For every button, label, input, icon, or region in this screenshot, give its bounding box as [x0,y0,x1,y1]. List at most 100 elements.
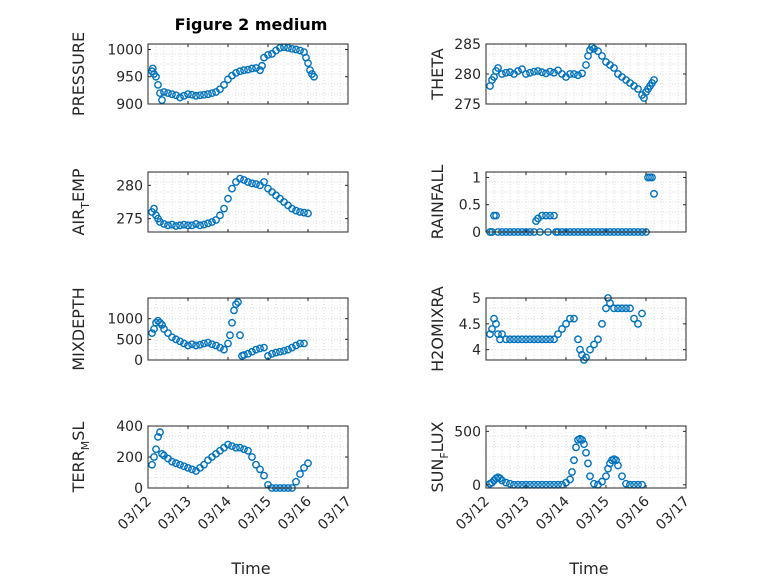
data-point [494,64,502,72]
data-point [176,460,184,469]
data-point [188,340,196,349]
data-point [160,220,168,228]
data-point [260,178,268,186]
data-point [236,331,244,340]
data-point [158,320,166,329]
data-point [650,76,658,84]
data-point [550,211,558,220]
data-points [148,174,312,230]
data-point [236,67,244,76]
y-tick-label: 285 [454,37,481,53]
y-tick-label: 1000 [107,42,143,58]
data-point [296,339,304,348]
y-axis-label: TERRMSL [69,422,92,494]
data-point [510,335,518,344]
data-point [228,184,236,193]
x-tick-label: 03/13 [493,494,533,534]
data-point [260,343,268,352]
data-point [618,304,626,313]
y-axis-label-part: SUN [428,459,447,493]
axes-box [485,425,687,489]
y-tick-label: 5 [472,291,481,307]
data-point [176,221,184,230]
data-point [566,475,574,484]
y-tick-label: 900 [116,97,143,113]
x-tick-label: 03/12 [115,494,155,534]
data-point [292,477,300,486]
y-axis-label: AIRTEMP [69,168,92,235]
data-point [232,69,240,77]
data-point [244,446,252,455]
data-point [240,351,248,359]
data-point [224,339,232,348]
data-point [276,347,284,356]
data-point [220,81,228,89]
data-point [538,335,546,344]
data-point [586,345,594,354]
data-point [164,329,172,338]
data-point [288,343,296,352]
data-point [306,66,314,75]
data-point [614,461,622,470]
data-point [164,221,172,230]
data-point [252,460,260,469]
data-point [154,316,162,325]
y-axis-label: THETA [428,48,447,100]
y-axis-label-part: EMP [69,168,88,202]
data-point [526,335,534,344]
data-point [582,61,590,69]
data-point [558,325,566,333]
data-point [232,300,240,309]
data-point [248,347,256,356]
data-point [160,88,168,96]
data-points [486,294,646,364]
data-point [276,43,284,52]
data-point [498,476,506,485]
data-point [224,75,232,84]
y-tick-label: 1 [472,170,481,186]
data-point [554,330,562,339]
data-point [288,204,296,213]
data-point [256,344,264,353]
data-point [268,349,276,358]
data-point [488,478,496,487]
data-point [542,211,550,220]
y-axis-label-subscript: F [438,452,451,458]
data-point [244,178,252,186]
y-axis-label: SUNFLUX [428,421,451,492]
data-point [602,472,610,481]
y-tick-label: 275 [116,212,143,228]
data-point [260,471,268,480]
data-point [224,194,232,203]
data-point [176,93,184,102]
data-point [534,335,542,344]
data-point [284,345,292,354]
data-point [192,220,200,228]
data-point [506,68,514,77]
data-point [228,442,236,451]
data-point [542,69,550,78]
data-point [562,319,570,328]
data-point [204,338,212,347]
x-axis-label: Time [230,559,270,578]
data-point [172,91,180,100]
data-point [180,91,188,100]
x-tick-label: 03/14 [533,493,573,533]
data-point [156,218,164,226]
data-point [518,65,526,74]
data-point [582,353,590,362]
data-point [208,89,216,97]
data-point [204,219,212,228]
data-point [292,45,300,54]
data-point [200,220,208,229]
data-point [160,325,168,333]
data-point [208,218,216,226]
y-tick-label: 0.5 [459,198,481,214]
data-point [530,67,538,76]
data-point [542,335,550,344]
data-point [204,90,212,99]
data-point [172,222,180,230]
data-point [156,89,164,97]
data-point [272,348,280,357]
x-tick-label: 03/15 [573,494,613,534]
